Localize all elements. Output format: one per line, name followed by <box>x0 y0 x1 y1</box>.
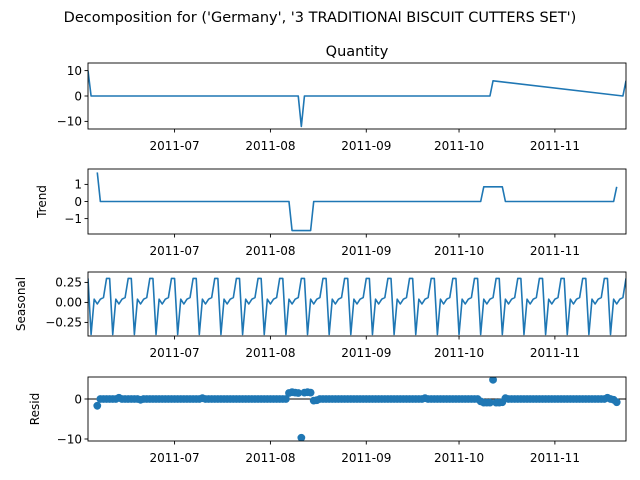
y-tick-label: 0.25 <box>55 276 82 290</box>
resid-point <box>486 398 494 407</box>
trend-series-line <box>96 172 618 232</box>
seasonal-ylabel: Seasonal <box>14 277 28 331</box>
resid-axes-frame <box>87 376 627 442</box>
x-tick-label: 2011-10 <box>434 244 484 258</box>
x-tick-label: 2011-10 <box>434 451 484 465</box>
quantity-axes-frame <box>87 62 627 130</box>
y-tick-label: 0.00 <box>55 296 82 310</box>
seasonal-axes-frame <box>87 271 627 337</box>
resid-point <box>612 398 621 407</box>
x-tick-label: 2011-09 <box>341 346 391 360</box>
seasonal-series-line <box>88 277 626 336</box>
trend-ylabel: Trend <box>35 185 49 219</box>
figure-suptitle: Decomposition for ('Germany', '3 TRADITI… <box>64 10 577 26</box>
x-tick-label: 2011-10 <box>434 346 484 360</box>
trend-panel: 1 0 −1 2011-07 2011-08 2011-09 2011-10 2011-11 T… <box>35 168 627 258</box>
x-tick-label: 2011-07 <box>150 139 200 153</box>
y-tick-label: −10 <box>57 115 82 129</box>
y-tick-label: −1 <box>64 212 82 226</box>
x-tick-label: 2011-11 <box>530 451 580 465</box>
quantity-series-line <box>88 70 626 128</box>
y-tick-label: 0 <box>74 89 82 103</box>
x-tick-label: 2011-08 <box>245 139 295 153</box>
trend-axes-frame <box>87 168 627 235</box>
resid-point <box>281 395 290 403</box>
x-tick-label: 2011-08 <box>245 451 295 465</box>
x-tick-label: 2011-11 <box>530 139 580 153</box>
resid-point <box>93 401 102 410</box>
quantity-plot-area <box>88 70 626 128</box>
resid-point <box>306 388 315 397</box>
quantity-title: Quantity <box>326 44 389 60</box>
resid-point <box>297 433 306 441</box>
x-tick-label: 2011-11 <box>530 244 580 258</box>
resid-panel: 0 −10 2011-07 2011-08 2011-09 2011-10 2011-11 R… <box>28 376 627 465</box>
x-tick-label: 2011-09 <box>341 244 391 258</box>
x-tick-label: 2011-07 <box>150 451 200 465</box>
y-tick-label: 1 <box>74 178 82 192</box>
resid-ylabel: Resid <box>28 393 42 425</box>
seasonal-plot-area <box>88 277 626 336</box>
quantity-panel: Quantity 10 0 −10 2011-07 2011-08 2011-09 2011-… <box>57 44 627 153</box>
y-tick-label: −10 <box>57 432 82 446</box>
resid-point <box>489 377 497 384</box>
x-tick-label: 2011-08 <box>245 346 295 360</box>
resid-point <box>294 389 303 397</box>
y-tick-label: −0.25 <box>45 316 82 330</box>
x-tick-label: 2011-07 <box>150 244 200 258</box>
x-tick-label: 2011-07 <box>150 346 200 360</box>
x-tick-label: 2011-08 <box>245 244 295 258</box>
y-tick-label: 0 <box>74 195 82 209</box>
trend-plot-area <box>96 172 618 232</box>
y-tick-label: 0 <box>74 392 82 406</box>
x-tick-label: 2011-11 <box>530 346 580 360</box>
seasonal-panel: 0.25 0.00 −0.25 2011-07 2011-08 2011-09 2011-1… <box>14 271 627 360</box>
y-tick-label: 10 <box>67 64 82 78</box>
x-tick-label: 2011-09 <box>341 451 391 465</box>
x-tick-label: 2011-10 <box>434 139 484 153</box>
x-tick-label: 2011-09 <box>341 139 391 153</box>
resid-plot-area <box>88 377 626 441</box>
